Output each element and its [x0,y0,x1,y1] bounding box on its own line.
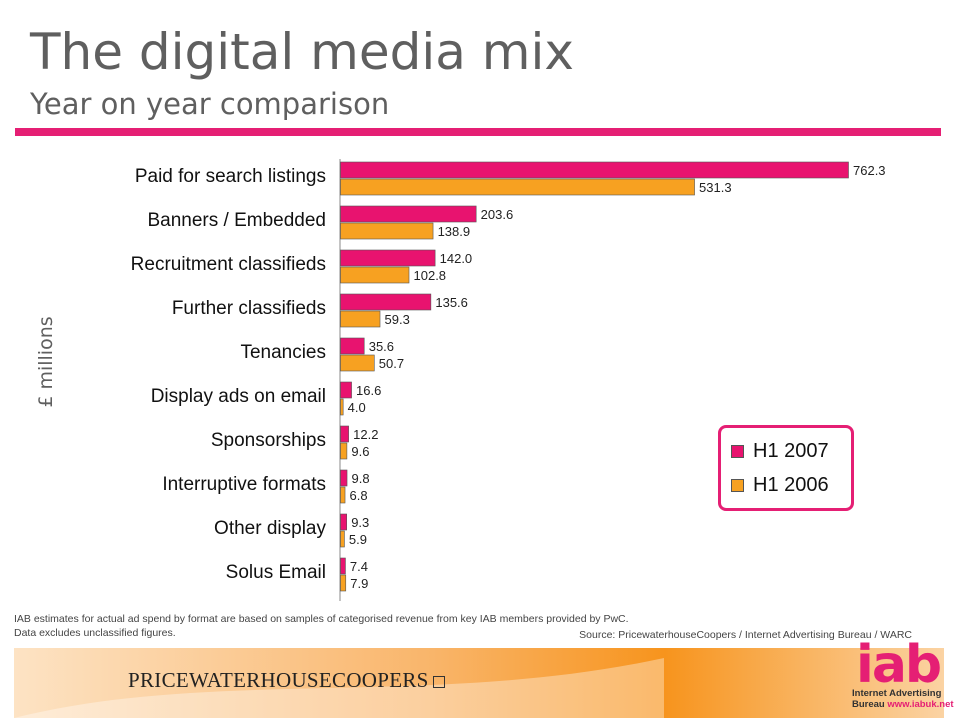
category-label-paid-for-search-listings: Paid for search listings [135,166,326,187]
iab-logo-caption: Internet Advertising Bureau www.iabuk.ne… [852,688,954,710]
value-label-h1-2006-paid-for-search-listings: 531.3 [699,180,732,195]
category-label-tenancies: Tenancies [240,342,326,363]
chart-legend: H1 2007 H1 2006 [718,425,854,511]
value-label-h1-2007-sponsorships: 12.2 [353,427,378,442]
bar-h1-2007-other-display [340,513,347,531]
iab-caption-bureau: Bureau [852,699,888,710]
bar-h1-2007-banners-embedded [340,205,477,223]
footnote: IAB estimates for actual ad spend by for… [14,612,629,640]
iab-caption-line-1: Internet Advertising [852,688,942,699]
iab-caption-line-2: Bureau www.iabuk.net [852,699,954,710]
bar-h1-2007-tenancies [340,337,365,355]
bar-h1-2006-tenancies [340,354,375,372]
category-label-further-classifieds: Further classifieds [172,298,326,319]
value-label-h1-2007-further-classifieds: 135.6 [435,295,468,310]
bar-h1-2006-other-display [340,530,345,548]
bar-h1-2007-solus-email [340,557,346,575]
value-label-h1-2007-paid-for-search-listings: 762.3 [853,163,886,178]
legend-label-h1-2007: H1 2007 [753,440,829,462]
bar-h1-2007-interruptive-formats [340,469,348,487]
footnote-line-2: Data excludes unclassified figures. [14,627,176,639]
value-label-h1-2006-sponsorships: 9.6 [351,444,369,459]
category-label-solus-email: Solus Email [226,562,326,583]
bar-h1-2006-paid-for-search-listings [340,178,695,196]
legend-swatch-h1-2006 [731,479,744,492]
value-label-h1-2006-other-display: 5.9 [349,532,367,547]
bar-h1-2006-interruptive-formats [340,486,346,504]
legend-label-h1-2006: H1 2006 [753,474,829,496]
legend-item-h1-2006: H1 2006 [731,474,829,497]
bar-h1-2006-display-ads-on-email [340,398,344,416]
category-label-sponsorships: Sponsorships [211,430,326,451]
value-label-h1-2006-interruptive-formats: 6.8 [350,488,368,503]
value-label-h1-2006-recruitment-classifieds: 102.8 [414,268,447,283]
value-label-h1-2007-other-display: 9.3 [351,515,369,530]
page-subtitle: Year on year comparison [30,87,390,121]
bar-h1-2006-banners-embedded [340,222,434,240]
footnote-line-1: IAB estimates for actual ad spend by for… [14,613,629,625]
value-label-h1-2006-tenancies: 50.7 [379,356,404,371]
title-divider [15,128,941,136]
category-label-interruptive-formats: Interruptive formats [162,474,326,495]
legend-item-h1-2007: H1 2007 [731,440,829,463]
pwc-mark-icon [432,676,445,689]
bar-h1-2007-recruitment-classifieds [340,249,436,267]
value-label-h1-2007-recruitment-classifieds: 142.0 [440,251,473,266]
value-label-h1-2006-solus-email: 7.9 [350,576,368,591]
bar-h1-2007-paid-for-search-listings [340,161,849,179]
iab-logo: iab [856,635,942,695]
category-label-display-ads-on-email: Display ads on email [151,386,326,407]
bar-h1-2007-further-classifieds [340,293,432,311]
bar-h1-2006-sponsorships [340,442,348,460]
pwc-logo-text: PRICEWATERHOUSECOOPERS [128,668,429,692]
bar-h1-2007-sponsorships [340,425,349,443]
value-label-h1-2006-display-ads-on-email: 4.0 [348,400,366,415]
value-label-h1-2007-tenancies: 35.6 [369,339,394,354]
category-label-other-display: Other display [214,518,326,539]
page-title: The digital media mix [30,23,574,81]
value-label-h1-2007-banners-embedded: 203.6 [481,207,514,222]
value-label-h1-2007-solus-email: 7.4 [350,559,368,574]
value-label-h1-2006-further-classifieds: 59.3 [385,312,410,327]
category-label-recruitment-classifieds: Recruitment classifieds [131,254,326,275]
value-label-h1-2007-display-ads-on-email: 16.6 [356,383,381,398]
legend-swatch-h1-2007 [731,445,744,458]
bar-h1-2006-solus-email [340,574,347,592]
source-note: Source: PricewaterhouseCoopers / Interne… [579,629,912,641]
bar-h1-2007-display-ads-on-email [340,381,352,399]
value-label-h1-2006-banners-embedded: 138.9 [438,224,471,239]
iab-caption-url: www.iabuk.net [887,699,954,710]
value-label-h1-2007-interruptive-formats: 9.8 [352,471,370,486]
pwc-logo: PRICEWATERHOUSECOOPERS [128,668,445,693]
category-label-banners-embedded: Banners / Embedded [147,210,326,231]
footer-banner [14,648,944,718]
bar-h1-2006-recruitment-classifieds [340,266,410,284]
bar-h1-2006-further-classifieds [340,310,381,328]
